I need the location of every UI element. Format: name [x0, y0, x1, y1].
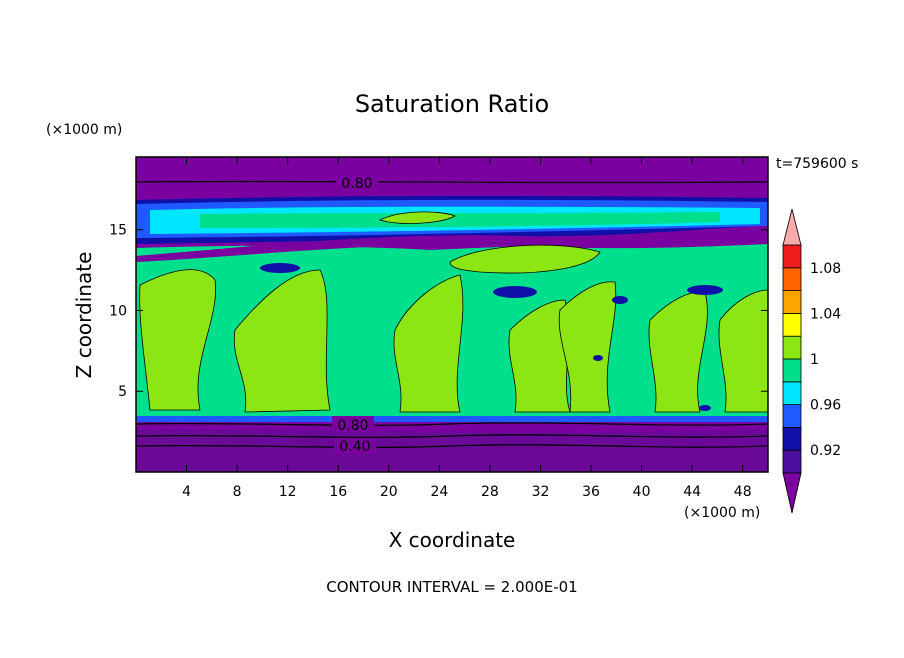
colorbar-label: 1.04: [810, 306, 841, 322]
contour-label: 0.80: [337, 418, 368, 434]
colorbar-swatch: [782, 312, 802, 337]
colorbar-swatch: [782, 335, 802, 360]
y-tick-label: 5: [118, 384, 127, 400]
x-tick-label: 24: [430, 484, 448, 500]
time-label: t=759600 s: [776, 156, 858, 172]
x-tick-label: 36: [582, 484, 600, 500]
upper-layer-green: [200, 212, 720, 228]
colorbar: 1.08 1.04 1 0.96 0.92: [782, 208, 841, 514]
purple-band: [136, 226, 768, 262]
y-tick-label: 15: [109, 223, 127, 239]
y-axis: 5 10 15: [109, 223, 768, 400]
plot-field: [136, 157, 768, 472]
colorbar-swatch: [782, 426, 802, 451]
x-tick-label: 40: [633, 484, 651, 500]
contour-label: 0.80: [341, 176, 372, 192]
chart-title: Saturation Ratio: [355, 90, 549, 118]
colorbar-label: 1: [810, 352, 819, 368]
boundary-strip: [136, 416, 768, 422]
colorbar-swatch: [782, 358, 802, 383]
x-tick-label: 44: [683, 484, 701, 500]
plot-frame: [135, 156, 769, 473]
colorbar-over-triangle: [782, 208, 802, 246]
x-axis-label: X coordinate: [389, 528, 516, 552]
colorbar-label: 0.96: [810, 398, 841, 414]
y-units-label: (×1000 m): [46, 122, 122, 138]
lower-bands: [136, 429, 768, 472]
x-axis: 4 8 12 16 20 24 28 32 36 40 44 48: [182, 157, 752, 500]
colorbar-swatch: [782, 449, 802, 474]
x-tick-label: 28: [481, 484, 499, 500]
x-units-label: (×1000 m): [684, 505, 760, 521]
colorbar-under-triangle: [782, 472, 802, 514]
saturated-columns: [139, 211, 768, 413]
colorbar-label: 1.08: [810, 261, 841, 277]
x-tick-label: 16: [329, 484, 347, 500]
contour-label-bg: [336, 174, 378, 190]
contour-label: 0.40: [339, 439, 370, 455]
x-tick-label: 12: [279, 484, 297, 500]
x-tick-label: 20: [380, 484, 398, 500]
contour-label-bg: [334, 438, 376, 454]
contour-label-bg: [332, 416, 374, 432]
colorbar-swatch: [782, 404, 802, 428]
x-tick-label: 32: [532, 484, 550, 500]
contour-lines: [136, 180, 768, 449]
footer-label: CONTOUR INTERVAL = 2.000E-01: [326, 578, 577, 596]
y-axis-label: Z coordinate: [72, 252, 96, 379]
y-tick-label: 10: [109, 303, 127, 319]
x-tick-label: 8: [233, 484, 242, 500]
colorbar-swatch: [782, 290, 802, 314]
colorbar-swatch: [782, 267, 802, 291]
colorbar-label: 0.92: [810, 443, 841, 459]
colorbar-swatch: [782, 381, 802, 405]
x-tick-label: 4: [182, 484, 191, 500]
x-tick-label: 48: [734, 484, 752, 500]
dry-blobs: [260, 263, 723, 411]
colorbar-swatch: [782, 244, 802, 269]
